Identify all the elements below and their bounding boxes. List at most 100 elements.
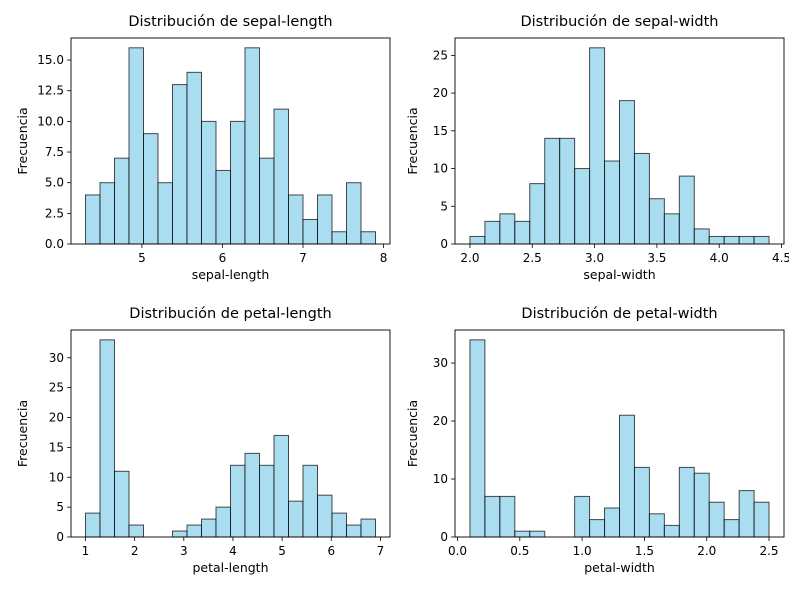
histogram-bar [678, 466, 695, 538]
histogram-bar [708, 235, 725, 245]
histogram-bar [201, 518, 217, 538]
histogram-bar [288, 500, 304, 538]
x-tick-label: 4.5 [772, 251, 789, 265]
y-tick-label: 15 [49, 440, 64, 454]
histogram-bar [215, 169, 231, 245]
y-tick-label: 30 [433, 356, 448, 370]
x-tick-label: 4 [229, 544, 237, 558]
histogram-bar [484, 495, 501, 538]
histogram-bar [128, 524, 144, 538]
y-axis-label: Frecuencia [405, 107, 420, 174]
x-tick-label: 5 [138, 251, 146, 265]
x-tick-label: 0.0 [448, 544, 467, 558]
x-tick-label: 5 [278, 544, 286, 558]
histogram-bar [633, 152, 650, 245]
histogram-bar [529, 183, 546, 245]
y-tick-label: 20 [433, 86, 448, 100]
histogram-bar [85, 194, 101, 245]
histogram-bar [273, 108, 289, 245]
histogram-bar [648, 198, 665, 245]
histogram-bar [574, 168, 591, 245]
y-tick-label: 10 [49, 470, 64, 484]
histogram-bar [648, 513, 665, 538]
y-tick-label: 0 [440, 237, 448, 251]
subplot-1: 5 6 7 8 0.0 2.5 5.0 7.5 10.0 12.5 15.0 Distribución… [15, 14, 391, 282]
x-tick-label: 2.0 [460, 251, 479, 265]
histogram-bar [738, 490, 755, 538]
subplot-2: 2.0 2.5 3.0 3.5 4.0 4.5 0 5 10 15 20 25 Distribución… [405, 14, 789, 282]
histogram-bar [230, 120, 246, 245]
histogram-bar [259, 157, 275, 245]
histogram-bar [514, 220, 531, 245]
axes-frame [70, 329, 391, 538]
x-tick-label: 2.5 [759, 544, 778, 558]
histogram-bar [114, 157, 130, 245]
y-tick-label: 10.0 [37, 114, 64, 128]
histogram-bar [273, 434, 289, 538]
histogram-bar [484, 220, 501, 245]
y-tick-label: 2.5 [45, 206, 64, 220]
histogram-bar [85, 512, 101, 538]
y-tick-label: 7.5 [45, 145, 64, 159]
y-tick-label: 5 [440, 199, 448, 213]
y-tick-label: 0 [56, 530, 64, 544]
histogram-bar [244, 47, 260, 245]
subplot-title: Distribución de sepal-length [128, 14, 332, 30]
histogram-bar [302, 464, 318, 538]
histogram-bar [128, 47, 144, 245]
x-axis-label: sepal-width [583, 267, 655, 282]
histogram-bar [663, 213, 680, 245]
x-tick-label: 1.5 [635, 544, 654, 558]
x-tick-label: 6 [219, 251, 227, 265]
x-tick-label: 7 [377, 544, 385, 558]
x-tick-label: 1.0 [573, 544, 592, 558]
histogram-bar [499, 495, 516, 538]
histogram-bar [604, 507, 621, 538]
y-axis-label: Frecuencia [405, 400, 420, 467]
y-tick-label: 0 [440, 530, 448, 544]
x-tick-label: 8 [380, 251, 388, 265]
subplot-3: 1 2 3 4 5 6 7 0 5 10 15 20 25 30 Distribución de petal… [15, 306, 391, 575]
y-tick-label: 20 [433, 414, 448, 428]
x-tick-label: 1 [82, 544, 90, 558]
histogram-bar [99, 339, 115, 538]
x-tick-label: 3.5 [647, 251, 666, 265]
y-axis-label: Frecuencia [15, 107, 30, 174]
histogram-bar [559, 137, 576, 245]
histogram-bar [678, 175, 695, 245]
x-tick-label: 7 [299, 251, 307, 265]
x-axis-label: sepal-length [192, 267, 270, 282]
y-tick-label: 25 [49, 381, 64, 395]
y-tick-label: 25 [433, 48, 448, 62]
histogram-bar [360, 231, 376, 245]
histogram-bar [738, 235, 755, 245]
histogram-bar [172, 530, 188, 538]
histogram-bar [693, 228, 710, 245]
histogram-bar [753, 501, 770, 538]
histogram-bar [469, 339, 486, 538]
histogram-bar [589, 519, 606, 538]
y-tick-label: 10 [433, 472, 448, 486]
x-tick-label: 3 [180, 544, 188, 558]
histogram-bar [215, 506, 231, 538]
x-tick-label: 6 [327, 544, 335, 558]
y-tick-label: 30 [49, 351, 64, 365]
histogram-bar [346, 182, 362, 245]
x-tick-label: 2 [131, 544, 139, 558]
histogram-bar [99, 182, 115, 245]
y-tick-label: 20 [49, 411, 64, 425]
histogram-bar [143, 133, 159, 245]
histogram-bar [663, 524, 680, 538]
histogram-bar [302, 218, 318, 245]
histogram-bar [172, 84, 188, 245]
histogram-bar [604, 160, 621, 245]
subplot-title: Distribución de sepal-width [520, 14, 718, 30]
histogram-bar [574, 495, 591, 538]
y-tick-label: 15.0 [37, 53, 64, 67]
x-tick-label: 2.5 [523, 251, 542, 265]
histogram-bar [259, 464, 275, 538]
histogram-bar [317, 494, 333, 538]
x-axis-label: petal-width [584, 560, 655, 575]
x-tick-label: 3.0 [585, 251, 604, 265]
histogram-bar [244, 452, 260, 538]
